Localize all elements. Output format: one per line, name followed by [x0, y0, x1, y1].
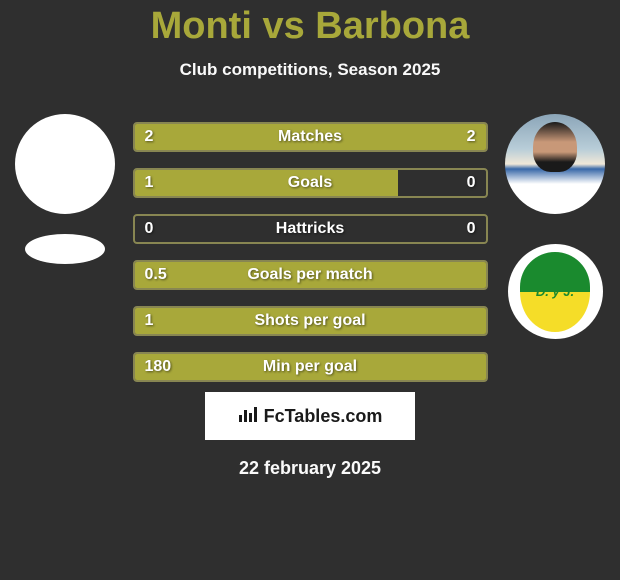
stat-left-value: 0.5: [145, 266, 167, 284]
shield-icon: D. y J.: [520, 252, 590, 332]
player-right-avatar: [505, 114, 605, 214]
footer-date: 22 february 2025: [0, 458, 620, 479]
infographic-container: Monti vs Barbona Club competitions, Seas…: [0, 0, 620, 479]
player-left-group: [10, 114, 120, 264]
stat-left-value: 2: [145, 128, 154, 146]
shield-text: D. y J.: [520, 284, 590, 299]
stat-label: Min per goal: [263, 358, 357, 376]
player-right-badge: D. y J.: [508, 244, 603, 339]
chart-icon: [238, 405, 258, 428]
stat-bar-left-fill: [135, 170, 398, 196]
stat-left-value: 1: [145, 174, 154, 192]
stat-left-value: 1: [145, 312, 154, 330]
page-title: Monti vs Barbona: [0, 5, 620, 48]
stat-row: 1 Shots per goal: [133, 306, 488, 336]
stat-left-value: 180: [145, 358, 172, 376]
player-left-avatar: [15, 114, 115, 214]
stat-row: 2 2 Matches: [133, 122, 488, 152]
stat-left-value: 0: [145, 220, 154, 238]
stat-row: 0 0 Hattricks: [133, 214, 488, 244]
stat-label: Matches: [278, 128, 342, 146]
stat-right-value: 0: [467, 174, 476, 192]
player-right-group: D. y J.: [500, 114, 610, 339]
stat-row: 180 Min per goal: [133, 352, 488, 382]
stat-right-value: 0: [467, 220, 476, 238]
stat-right-value: 2: [467, 128, 476, 146]
player-left-badge: [25, 234, 105, 264]
stat-label: Goals per match: [247, 266, 372, 284]
stat-label: Goals: [288, 174, 332, 192]
brand-text: FcTables.com: [264, 406, 383, 427]
stat-label: Shots per goal: [254, 312, 365, 330]
stat-row: 1 0 Goals: [133, 168, 488, 198]
stat-label: Hattricks: [276, 220, 344, 238]
stat-row: 0.5 Goals per match: [133, 260, 488, 290]
brand-badge: FcTables.com: [205, 392, 415, 440]
page-subtitle: Club competitions, Season 2025: [0, 60, 620, 80]
chart-area: D. y J. 2 2 Matches 1 0 Goals 0 0 Hattricks 0.5 Go…: [0, 114, 620, 384]
bars-area: 2 2 Matches 1 0 Goals 0 0 Hattricks 0.5 Goals per …: [133, 114, 488, 382]
